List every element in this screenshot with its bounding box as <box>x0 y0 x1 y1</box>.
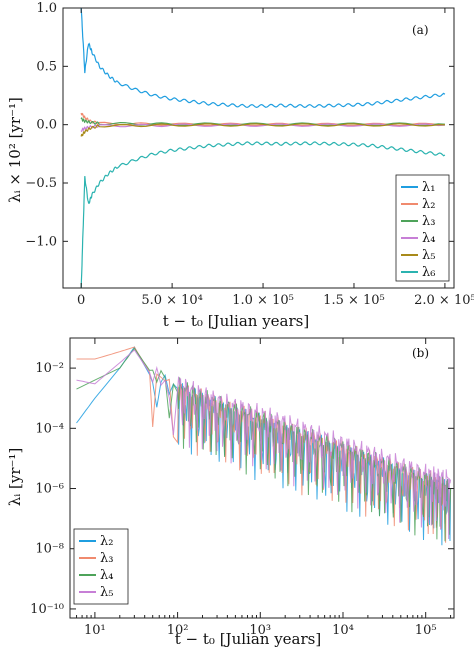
panel-b-x-tick-label: 10⁵ <box>415 623 437 638</box>
panel-b-x-tick-label: 10² <box>167 623 189 638</box>
panel-a-legend: λ₁ λ₂ λ₃ λ₄ λ₅ λ₆ <box>395 174 450 282</box>
panel-b-x-axis-label: t − t₀ [Julian years] <box>175 630 321 648</box>
panel-b-legend-entry: λ₂ <box>100 534 113 549</box>
panel-b-y-tick-label: 10⁻⁶ <box>35 482 64 497</box>
panel-a-x-tick-label: 0 <box>77 293 85 308</box>
panel-a-axes-frame <box>62 7 455 289</box>
panel-a-y-ticks: −1.0 −0.5 0.0 0.5 1.0 <box>25 1 454 249</box>
panel-b: 10¹ 10² 10³ 10⁴ 10⁵ 10⁻¹⁰ 10⁻⁸ 10⁻⁶ 10⁻⁴ 10⁻² (b… <box>6 337 455 648</box>
panel-a-y-tick-label: −1.0 <box>25 234 57 249</box>
panel-b-y-axis-label: λᵢ [yr⁻¹] <box>6 448 24 507</box>
panel-a-y-tick-label: 0.0 <box>36 118 57 133</box>
panel-b-y-tick-label: 10⁻⁸ <box>35 542 64 557</box>
panel-b-legend-entry: λ₅ <box>100 585 113 600</box>
panel-a-y-tick-label: −0.5 <box>25 176 57 191</box>
panel-b-y-ticks: 10⁻¹⁰ 10⁻⁸ 10⁻⁶ 10⁻⁴ 10⁻² <box>30 361 454 617</box>
panel-a-series-line <box>80 8 446 109</box>
panel-a-series-line <box>80 141 446 288</box>
panel-b-x-tick-label: 10⁴ <box>332 623 354 638</box>
panel-a-series-group <box>80 8 446 288</box>
panel-b-legend-entry: λ₃ <box>100 551 113 566</box>
panel-b-legend: λ₂ λ₃ λ₄ λ₅ <box>73 528 129 605</box>
panel-b-x-ticks: 10¹ 10² 10³ 10⁴ 10⁵ <box>69 338 452 638</box>
panel-b-series-line <box>76 349 452 540</box>
panel-a: 0 5.0 × 10⁴ 1.0 × 10⁵ 1.5 × 10⁵ 2.0 × 10⁵ −1… <box>6 1 474 330</box>
panel-b-label: (b) <box>412 346 429 360</box>
panel-a-plot-area <box>80 8 446 288</box>
panel-b-x-tick-label: 10³ <box>249 623 271 638</box>
panel-a-y-axis-label: λᵢ × 10² [yr⁻¹] <box>6 97 24 203</box>
panel-a-y-tick-label: 1.0 <box>36 1 57 16</box>
panel-b-y-tick-label: 10⁻⁴ <box>35 421 64 436</box>
panel-a-legend-frame <box>395 174 450 282</box>
panel-a-legend-entry: λ₄ <box>422 231 435 246</box>
panel-a-y-tick-label: 0.5 <box>36 59 57 74</box>
panel-a-x-tick-label: 1.0 × 10⁵ <box>232 293 294 308</box>
panel-b-y-tick-label: 10⁻¹⁰ <box>30 602 64 617</box>
panel-a-label: (a) <box>412 23 429 37</box>
panel-b-axes-frame <box>69 337 455 619</box>
panel-a-x-ticks: 0 5.0 × 10⁴ 1.0 × 10⁵ 1.5 × 10⁵ 2.0 × 10⁵ <box>77 8 474 308</box>
panel-a-x-tick-label: 1.5 × 10⁵ <box>323 293 385 308</box>
panel-a-legend-entry: λ₂ <box>422 197 435 212</box>
panel-a-legend-entry: λ₁ <box>422 180 435 195</box>
panel-b-plot-area <box>76 346 452 546</box>
panel-a-x-axis-label: t − t₀ [Julian years] <box>163 312 309 330</box>
panel-a-legend-entry: λ₆ <box>422 265 435 280</box>
panel-b-series-line <box>76 347 452 542</box>
panel-b-series-group <box>76 346 452 546</box>
panel-b-y-tick-label: 10⁻² <box>35 361 64 376</box>
panel-b-x-tick-label: 10¹ <box>84 623 106 638</box>
panel-a-series-line <box>80 123 445 137</box>
panel-a-legend-entry: λ₃ <box>422 214 435 229</box>
panel-b-legend-entry: λ₄ <box>100 568 113 583</box>
panel-a-x-tick-label: 2.0 × 10⁵ <box>414 293 474 308</box>
panel-a-x-tick-label: 5.0 × 10⁴ <box>141 293 203 308</box>
panel-a-legend-entry: λ₅ <box>422 248 435 263</box>
